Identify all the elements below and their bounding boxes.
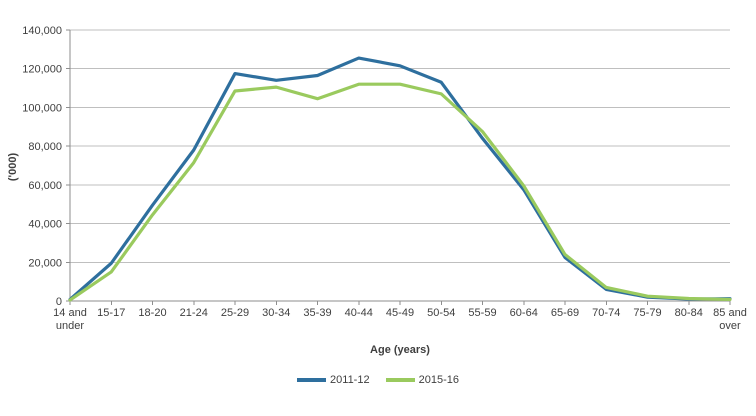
- y-tick-label: 40,000: [28, 219, 62, 231]
- legend-item-2011-12: 2011-12: [297, 374, 370, 386]
- x-tick-label: 15-17: [97, 307, 125, 319]
- x-tick-label: 30-34: [262, 307, 290, 319]
- x-tick-label: 45-49: [386, 307, 414, 319]
- legend-line-swatch-2015-16: [385, 378, 415, 382]
- series-line-2015-16: [68, 82, 732, 302]
- x-tick-label: 65-69: [551, 307, 579, 319]
- x-tick-label: 35-39: [303, 307, 331, 319]
- x-tick-label: 75-79: [633, 307, 661, 319]
- y-tick-label: 80,000: [28, 141, 62, 153]
- y-tick-label: 100,000: [22, 102, 62, 114]
- x-tick-label: 70-74: [592, 307, 620, 319]
- y-tick-label: 140,000: [22, 25, 62, 37]
- x-tick-label: 21-24: [180, 307, 208, 319]
- x-tick-label: 80-84: [675, 307, 703, 319]
- x-tick-label: 55-59: [468, 307, 496, 319]
- series-line-2011-12: [68, 56, 732, 302]
- x-tick-label: 60-64: [510, 307, 538, 319]
- y-axis-title: ('000): [7, 152, 19, 182]
- x-tick-label: 14 and under: [53, 307, 87, 332]
- x-axis-title: Age (years): [370, 344, 430, 356]
- y-tick-label: 20,000: [28, 257, 62, 269]
- chart-legend: 2011-12 2015-16: [0, 374, 756, 386]
- legend-label-2015-16: 2015-16: [418, 374, 459, 386]
- x-tick-label: 40-44: [345, 307, 373, 319]
- x-tick-label: 18-20: [138, 307, 166, 319]
- x-tick-label: 25-29: [221, 307, 249, 319]
- y-tick-label: 0: [56, 296, 62, 308]
- x-tick-label: 50-54: [427, 307, 455, 319]
- legend-label-2011-12: 2011-12: [330, 374, 370, 386]
- legend-item-2015-16: 2015-16: [385, 374, 459, 386]
- y-tick-label: 60,000: [28, 180, 62, 192]
- legend-line-swatch-2011-12: [297, 378, 327, 382]
- x-tick-label: 85 and over: [713, 307, 747, 332]
- y-tick-label: 120,000: [22, 64, 62, 76]
